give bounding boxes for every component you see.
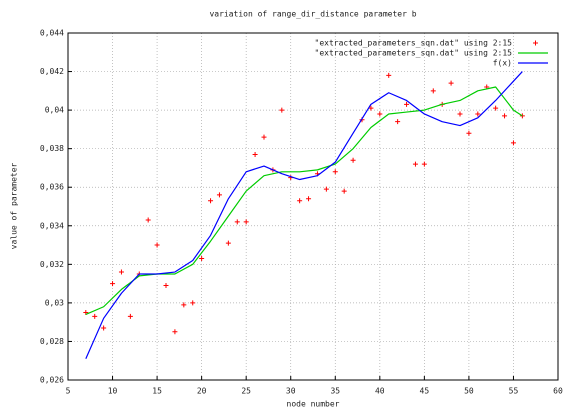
- legend-label: "extracted_parameters_sqn.dat" using 2:1…: [315, 49, 513, 58]
- y-tick-label: 0,026: [40, 376, 64, 385]
- data-point: [297, 198, 303, 204]
- data-point: [101, 325, 107, 331]
- data-point: [163, 283, 169, 289]
- data-point: [306, 196, 312, 202]
- data-point: [261, 134, 267, 140]
- data-point: [493, 105, 499, 111]
- data-point: [386, 72, 392, 78]
- y-tick-label: 0,038: [40, 144, 64, 153]
- x-tick-label: 5: [66, 387, 71, 396]
- data-point: [430, 88, 436, 94]
- data-point: [208, 198, 214, 204]
- y-tick-label: 0,042: [40, 67, 64, 76]
- data-line: [85, 71, 523, 360]
- legend-swatch: [533, 40, 538, 46]
- data-point: [279, 107, 285, 113]
- y-tick-label: 0,04: [45, 106, 64, 115]
- data-point: [145, 217, 151, 223]
- data-point: [466, 130, 472, 136]
- data-point: [350, 157, 356, 163]
- x-tick-label: 20: [197, 387, 207, 396]
- data-point: [475, 111, 481, 117]
- legend-label: "extracted_parameters_sqn.dat" using 2:1…: [315, 39, 513, 48]
- data-point: [457, 111, 463, 117]
- data-point: [110, 281, 116, 287]
- data-point: [127, 313, 133, 319]
- x-tick-label: 30: [286, 387, 296, 396]
- y-axis-label: value of parameter: [10, 162, 19, 249]
- y-tick-label: 0,032: [40, 260, 64, 269]
- y-tick-label: 0,028: [40, 337, 64, 346]
- legend-label: f(x): [493, 59, 512, 68]
- data-point: [404, 101, 410, 107]
- data-point: [448, 80, 454, 86]
- data-point: [154, 242, 160, 248]
- data-point: [502, 113, 508, 119]
- data-point: [332, 169, 338, 175]
- data-point: [234, 219, 240, 225]
- data-point: [377, 111, 383, 117]
- y-tick-label: 0,036: [40, 183, 64, 192]
- y-tick-label: 0,034: [40, 221, 64, 230]
- plot-border: [67, 32, 559, 381]
- x-tick-label: 60: [553, 387, 563, 396]
- data-point: [225, 240, 231, 246]
- data-point: [421, 161, 427, 167]
- y-tick-label: 0,03: [45, 298, 64, 307]
- data-point: [341, 188, 347, 194]
- data-point: [118, 269, 124, 275]
- data-point: [323, 186, 329, 192]
- x-tick-label: 10: [108, 387, 118, 396]
- x-tick-label: 40: [375, 387, 385, 396]
- data-point: [395, 119, 401, 125]
- x-tick-label: 45: [420, 387, 430, 396]
- data-point: [172, 329, 178, 335]
- data-point: [190, 300, 196, 306]
- x-tick-label: 55: [509, 387, 519, 396]
- x-tick-label: 50: [464, 387, 474, 396]
- y-tick-label: 0,044: [40, 29, 64, 38]
- data-point: [243, 219, 249, 225]
- data-point: [510, 140, 516, 146]
- x-tick-label: 35: [330, 387, 340, 396]
- data-line: [85, 86, 523, 316]
- x-tick-label: 15: [152, 387, 162, 396]
- x-axis-label: node number: [287, 400, 340, 409]
- data-point: [412, 161, 418, 167]
- data-point: [216, 192, 222, 198]
- data-point: [92, 313, 98, 319]
- data-point: [181, 302, 187, 308]
- data-point: [368, 105, 374, 111]
- chart-title: variation of range_dir_distance paramete…: [209, 10, 416, 19]
- data-point: [199, 256, 205, 262]
- data-point: [519, 113, 525, 119]
- data-point: [252, 151, 258, 157]
- x-tick-label: 25: [241, 387, 251, 396]
